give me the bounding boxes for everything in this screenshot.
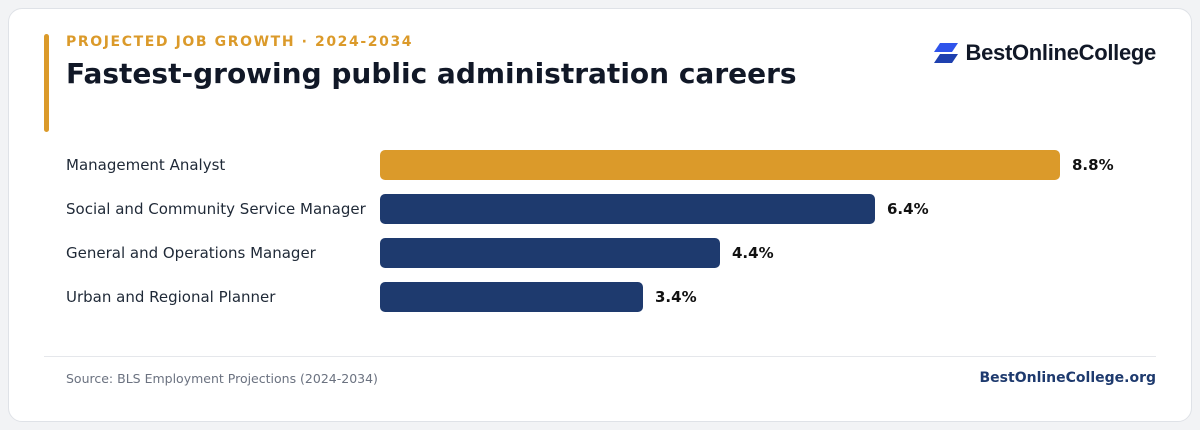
footer-divider <box>44 356 1156 357</box>
brand-logo-text: BestOnlineCollege <box>965 40 1157 65</box>
category-label: Management Analyst <box>66 156 226 174</box>
value-label: 8.8% <box>1072 156 1114 174</box>
value-label: 6.4% <box>887 200 929 218</box>
header-accent-bar <box>44 34 49 132</box>
eyebrow-label: PROJECTED JOB GROWTH · 2024-2034 <box>66 34 414 50</box>
category-label: Urban and Regional Planner <box>66 288 276 306</box>
bar <box>380 150 1060 180</box>
bar <box>380 238 720 268</box>
value-label: 4.4% <box>732 244 774 262</box>
site-link[interactable]: BestOnlineCollege.org <box>979 370 1156 386</box>
source-note: Source: BLS Employment Projections (2024… <box>66 371 378 386</box>
bar <box>380 194 875 224</box>
chart-title: Fastest-growing public administration ca… <box>66 57 797 90</box>
value-label: 3.4% <box>655 288 697 306</box>
bar <box>380 282 643 312</box>
category-label: General and Operations Manager <box>66 244 316 262</box>
brand-logo[interactable]: BestOnlineCollege <box>933 40 1157 66</box>
category-label: Social and Community Service Manager <box>66 200 366 218</box>
stacked-parallelogram-logo-icon <box>933 43 958 63</box>
